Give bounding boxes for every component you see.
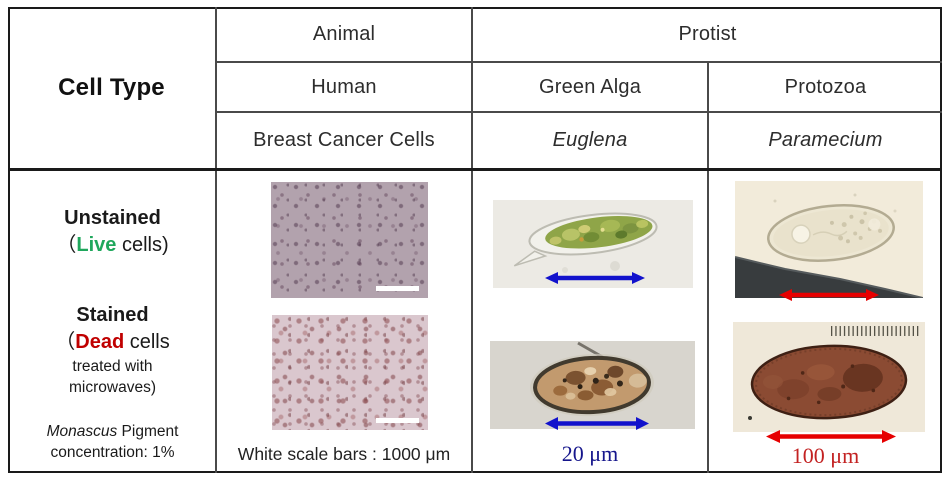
micrograph-euglena-stained (490, 341, 695, 429)
micrograph-breast-cancer-stained (272, 315, 428, 430)
grid-line-thick (8, 168, 942, 171)
live-highlight: Live (76, 234, 117, 256)
header-green-alga: Green Alga (538, 75, 642, 98)
caption-euglena-scale: 20 μm (561, 441, 619, 466)
row-labels: Unstained （Live cells) Stained （Dead cel… (10, 169, 215, 463)
double-arrow-icon (545, 417, 649, 430)
row-label-unstained: Unstained (64, 207, 161, 229)
row-label-live-cells: （Live cells) (56, 234, 169, 256)
header-animal: Animal (312, 22, 376, 45)
double-arrow-icon (545, 272, 645, 284)
caption-paramecium-scale: 100 μm (791, 443, 860, 468)
header-protist: Protist (678, 22, 737, 45)
header-protozoa: Protozoa (784, 75, 867, 98)
header-human: Human (311, 75, 377, 98)
grid-line (707, 62, 709, 473)
header-euglena: Euglena (552, 129, 628, 151)
white-scale-bar (376, 286, 419, 291)
row-label-treated: treated with (72, 358, 153, 375)
double-arrow-icon (779, 289, 879, 301)
grid-line (215, 61, 942, 63)
grid-line (471, 7, 473, 473)
table-outer-frame (8, 7, 942, 473)
micrograph-euglena-unstained (493, 200, 693, 288)
micrograph-breast-cancer-unstained (271, 182, 428, 298)
caption-white-scale-bars: White scale bars : 1000 μm (237, 443, 451, 464)
pigment-concentration: concentration: 1% (50, 444, 175, 461)
pigment-note: Monascus Pigment (46, 423, 179, 440)
dead-highlight: Dead (75, 331, 125, 353)
micrograph-paramecium-stained (733, 322, 925, 432)
row-label-stained: Stained (76, 304, 149, 326)
row-label-microwaves: microwaves) (69, 379, 156, 396)
header-breast-cancer-cells: Breast Cancer Cells (253, 129, 435, 151)
header-paramecium: Paramecium (768, 129, 883, 151)
double-arrow-icon (766, 430, 896, 443)
grid-line (215, 111, 942, 113)
micrograph-paramecium-unstained (735, 181, 923, 298)
header-cell-type: Cell Type (58, 73, 165, 101)
row-label-dead-cells: （Dead cells (55, 331, 170, 353)
grid-line (215, 7, 217, 473)
white-scale-bar (376, 418, 419, 423)
